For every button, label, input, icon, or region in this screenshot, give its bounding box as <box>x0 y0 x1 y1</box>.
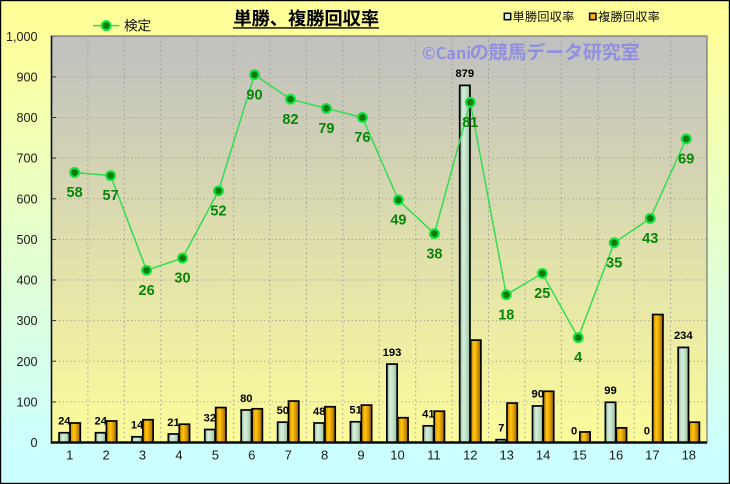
svg-text:81: 81 <box>462 115 478 131</box>
svg-text:17: 17 <box>645 447 659 462</box>
svg-text:15: 15 <box>572 447 586 462</box>
svg-text:69: 69 <box>678 152 694 168</box>
svg-text:32: 32 <box>204 412 216 424</box>
svg-text:6: 6 <box>248 447 255 462</box>
svg-text:49: 49 <box>390 213 406 229</box>
svg-text:90: 90 <box>246 87 262 103</box>
svg-text:12: 12 <box>463 447 477 462</box>
svg-text:5: 5 <box>212 447 219 462</box>
svg-text:30: 30 <box>174 271 190 287</box>
svg-text:52: 52 <box>210 204 226 220</box>
svg-text:11: 11 <box>427 447 441 462</box>
svg-text:25: 25 <box>534 286 550 302</box>
svg-text:500: 500 <box>16 233 37 247</box>
svg-text:234: 234 <box>674 330 693 342</box>
svg-text:24: 24 <box>58 416 71 428</box>
svg-text:7: 7 <box>498 423 504 435</box>
svg-text:43: 43 <box>642 231 658 247</box>
svg-text:99: 99 <box>604 385 616 397</box>
svg-text:21: 21 <box>167 417 179 429</box>
svg-text:16: 16 <box>609 447 623 462</box>
svg-text:90: 90 <box>531 389 543 401</box>
svg-text:10: 10 <box>390 447 404 462</box>
svg-text:50: 50 <box>277 405 289 417</box>
svg-text:24: 24 <box>94 416 107 428</box>
svg-text:79: 79 <box>318 121 334 137</box>
svg-text:18: 18 <box>682 447 696 462</box>
svg-text:300: 300 <box>16 314 37 328</box>
svg-text:0: 0 <box>644 425 650 437</box>
svg-text:26: 26 <box>139 283 155 299</box>
svg-text:700: 700 <box>16 152 37 166</box>
svg-text:193: 193 <box>383 347 402 359</box>
svg-text:2: 2 <box>102 447 109 462</box>
svg-text:100: 100 <box>16 396 37 410</box>
svg-text:4: 4 <box>175 447 182 462</box>
svg-text:35: 35 <box>606 255 622 271</box>
svg-text:13: 13 <box>499 447 513 462</box>
svg-text:80: 80 <box>240 393 252 405</box>
svg-text:0: 0 <box>30 436 37 450</box>
svg-text:4: 4 <box>574 350 582 366</box>
svg-text:200: 200 <box>16 355 37 369</box>
svg-text:14: 14 <box>131 420 144 432</box>
svg-text:18: 18 <box>498 307 514 323</box>
svg-text:14: 14 <box>536 447 550 462</box>
svg-text:1,000: 1,000 <box>6 30 38 44</box>
svg-text:41: 41 <box>422 409 434 421</box>
svg-text:38: 38 <box>426 246 442 262</box>
svg-text:51: 51 <box>349 405 361 417</box>
svg-text:76: 76 <box>354 130 370 146</box>
svg-text:800: 800 <box>16 111 37 125</box>
svg-text:600: 600 <box>16 192 37 206</box>
svg-text:8: 8 <box>321 447 328 462</box>
svg-text:48: 48 <box>313 406 325 418</box>
svg-text:3: 3 <box>139 447 146 462</box>
svg-text:879: 879 <box>455 68 474 80</box>
svg-text:400: 400 <box>16 274 37 288</box>
svg-text:58: 58 <box>67 185 83 201</box>
svg-text:9: 9 <box>357 447 364 462</box>
svg-text:57: 57 <box>103 188 119 204</box>
svg-text:7: 7 <box>285 447 292 462</box>
svg-text:900: 900 <box>16 71 37 85</box>
svg-text:82: 82 <box>282 112 298 128</box>
svg-text:0: 0 <box>571 425 577 437</box>
svg-text:1: 1 <box>66 447 73 462</box>
